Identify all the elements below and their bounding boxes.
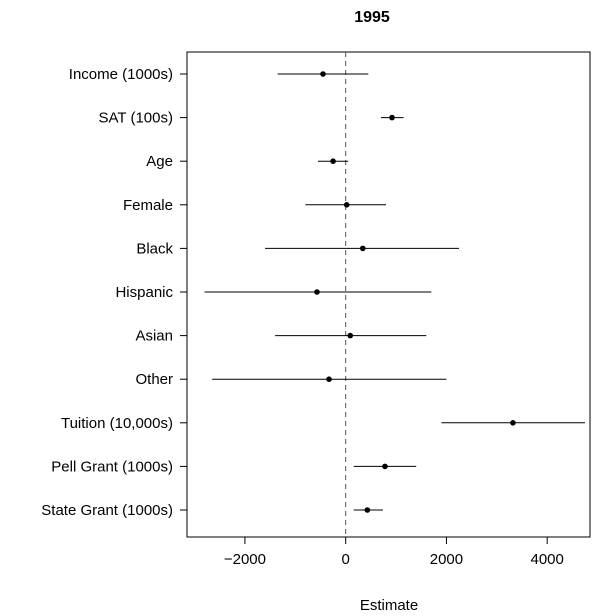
- y-tick-label: Pell Grant (1000s): [51, 458, 173, 475]
- y-tick-label: Female: [123, 197, 173, 214]
- estimate-point: [364, 507, 371, 513]
- estimate-point: [382, 463, 388, 470]
- x-tick-label: 0: [342, 551, 350, 568]
- estimate-point: [510, 420, 516, 426]
- estimate-point: [326, 376, 332, 383]
- x-axis-label: Estimate: [360, 597, 418, 614]
- y-tick-label: Other: [135, 371, 173, 388]
- y-tick-label: Income (1000s): [69, 66, 173, 83]
- estimate-point: [360, 245, 366, 252]
- y-tick-label: SAT (100s): [99, 110, 173, 127]
- estimate-point: [314, 289, 320, 295]
- estimate-point: [347, 332, 354, 339]
- estimate-point: [320, 71, 326, 77]
- plot-frame: [186, 51, 591, 538]
- x-tick-label: 4000: [530, 551, 563, 568]
- chart-title: 1995: [354, 9, 390, 26]
- y-tick-label: Hispanic: [115, 284, 173, 301]
- y-tick-label: State Grant (1000s): [41, 502, 173, 519]
- x-tick-label: 2000: [430, 551, 463, 568]
- y-tick-label: Age: [146, 153, 173, 170]
- estimate-point: [330, 158, 336, 164]
- estimate-point: [343, 202, 350, 208]
- x-tick-label: −2000: [224, 551, 266, 568]
- y-tick-label: Asian: [135, 328, 173, 345]
- y-tick-label: Tuition (10,000s): [61, 415, 173, 432]
- estimate-point: [389, 114, 395, 121]
- y-tick-label: Black: [136, 240, 173, 257]
